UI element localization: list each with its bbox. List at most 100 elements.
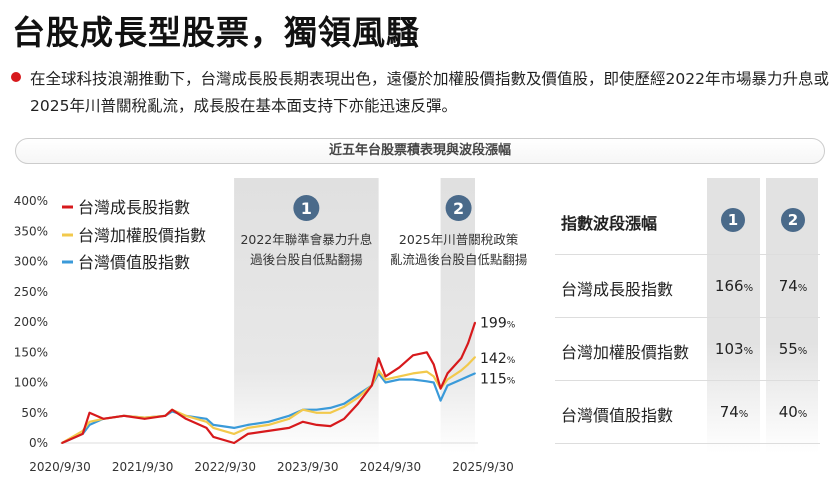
y-tick-label: 100% <box>14 376 48 390</box>
row-label: 台灣成長股指數 <box>561 280 674 299</box>
data-point <box>384 378 387 381</box>
data-point <box>343 417 346 420</box>
series-line-1 <box>61 322 477 445</box>
value: 40 <box>778 403 798 421</box>
data-point <box>288 426 291 429</box>
annotation-2-line2: 亂流過後台股自低點翻揚 <box>390 252 528 267</box>
data-point <box>425 380 428 383</box>
data-point <box>446 378 449 381</box>
legend-label-1: 台灣成長股指數 <box>78 198 190 217</box>
data-point <box>233 442 235 444</box>
data-point <box>432 363 435 366</box>
end-unit: % <box>507 376 516 386</box>
y-tick-label: 350% <box>14 224 48 238</box>
row-value-2: 55% <box>767 340 819 358</box>
data-point <box>315 411 318 414</box>
data-point <box>357 396 359 399</box>
end-unit: % <box>507 321 516 331</box>
value: 166 <box>714 277 744 295</box>
page-title: 台股成長型股票，獨領風騷 <box>12 13 420 52</box>
unit: % <box>738 409 749 420</box>
data-point <box>377 357 380 360</box>
data-point <box>185 414 187 417</box>
data-point <box>171 408 174 411</box>
unit: % <box>797 346 808 357</box>
data-point <box>267 423 270 426</box>
description: 在全球科技浪潮推動下，台灣成長股長期表現出色，遠優於加權股價指數及價值股，即使歷… <box>30 70 829 115</box>
data-point <box>205 420 208 423</box>
data-point <box>302 408 304 411</box>
table-row: 台灣成長股指數 166% 74% <box>555 255 820 318</box>
badge-1-label: 1 <box>301 199 312 218</box>
x-tick-label: 2024/9/30 <box>360 460 422 474</box>
badge-1: 1 <box>721 208 745 232</box>
x-tick-label: 2020/9/30 <box>29 460 91 474</box>
data-point <box>88 411 91 414</box>
data-point <box>246 433 249 435</box>
data-point <box>384 381 387 384</box>
data-point <box>88 420 91 423</box>
data-point <box>233 426 235 429</box>
data-point <box>460 357 463 360</box>
data-point <box>474 372 476 375</box>
end-label-2: 142% <box>480 351 516 367</box>
table-header: 指數波段漲幅 <box>561 214 658 233</box>
end-label-3: 115% <box>480 371 516 387</box>
table-header-row: 指數波段漲幅 1 2 <box>555 178 820 255</box>
data-point <box>377 369 380 372</box>
data-point <box>267 420 270 423</box>
data-point <box>474 356 476 358</box>
end-unit: % <box>507 356 516 366</box>
y-tick-label: 50% <box>21 406 48 420</box>
end-label-1: 199% <box>480 316 516 332</box>
row-label: 台灣加權股價指數 <box>561 343 690 362</box>
x-tick-label: 2025/9/30 <box>452 460 514 474</box>
annotation-1-line1: 2022年聯準會暴力升息 <box>240 232 372 247</box>
value: 55 <box>778 340 798 358</box>
legend-label-2: 台灣加權股價指數 <box>78 226 206 245</box>
data-point <box>61 442 63 444</box>
data-point <box>315 423 318 426</box>
x-tick-label: 2023/9/30 <box>277 460 339 474</box>
data-point <box>425 370 428 373</box>
data-point <box>102 417 105 420</box>
x-tick-label: 2022/9/30 <box>194 460 256 474</box>
data-point <box>88 423 91 426</box>
badge-2-label: 2 <box>453 199 464 218</box>
unit: % <box>743 346 754 357</box>
data-point <box>370 384 373 387</box>
data-point <box>343 402 346 405</box>
end-value: 142 <box>480 351 507 367</box>
legend-label-3: 台灣價值股指數 <box>78 253 190 272</box>
data-point <box>357 393 359 396</box>
data-point <box>467 363 470 366</box>
data-point <box>467 375 470 378</box>
data-point <box>446 384 449 387</box>
x-tick-label: 2021/9/30 <box>112 460 174 474</box>
badge-1-circle <box>293 195 320 221</box>
row-label: 台灣價值股指數 <box>561 406 674 425</box>
data-point <box>302 420 304 423</box>
data-point <box>384 375 387 378</box>
data-point <box>467 342 470 345</box>
data-point <box>398 375 401 378</box>
unit: % <box>743 283 754 294</box>
data-point <box>185 417 187 420</box>
data-point <box>315 408 318 411</box>
data-point <box>357 402 359 405</box>
data-point <box>474 321 476 324</box>
row-value-1: 103% <box>708 340 760 358</box>
data-point <box>212 423 215 426</box>
data-point <box>123 414 125 417</box>
section-label: 近五年台股票積表現與波段漲幅 <box>15 138 825 164</box>
row-value-2: 74% <box>767 277 819 295</box>
data-point <box>143 417 146 420</box>
badge-2-circle <box>445 195 472 221</box>
data-point <box>329 407 332 409</box>
data-point <box>81 433 84 435</box>
value: 74 <box>719 403 739 421</box>
data-point <box>412 372 414 375</box>
table-row: 台灣加權股價指數 103% 55% <box>555 318 820 381</box>
highlight-band-2 <box>440 178 475 453</box>
